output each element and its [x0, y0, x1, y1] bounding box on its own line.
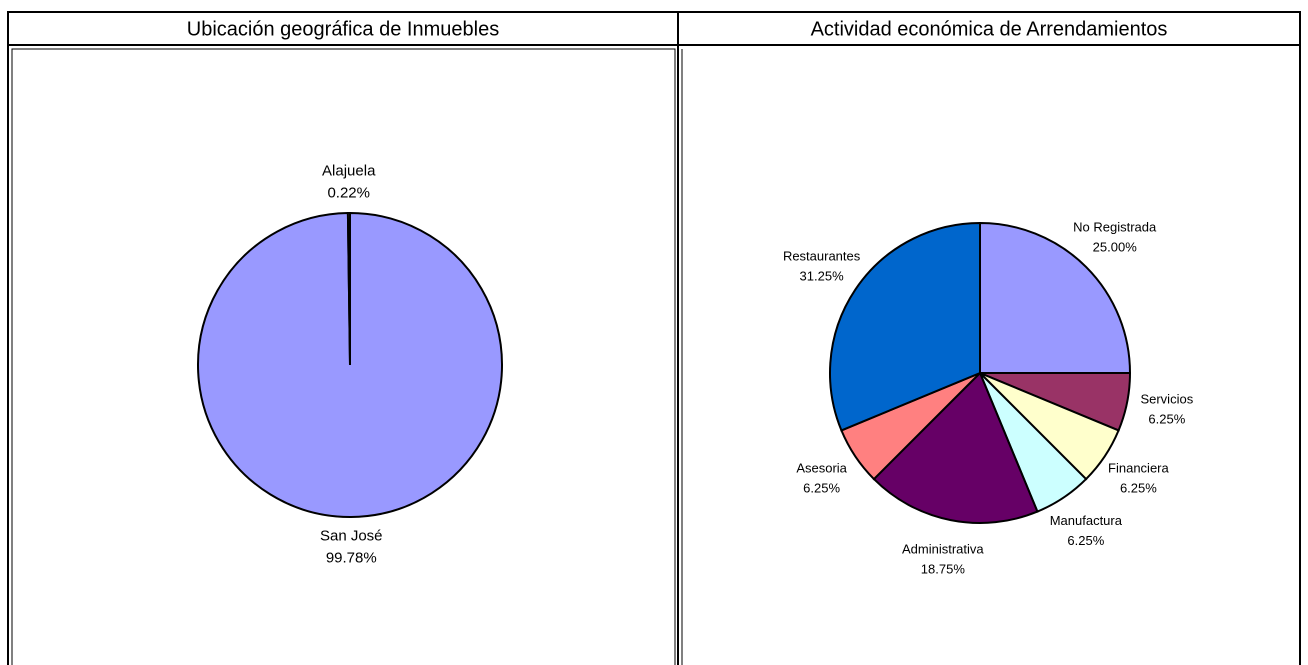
pie-slice — [829, 221, 981, 432]
slice-value: 18.75% — [921, 561, 966, 576]
slice-label: Restaurantes — [783, 249, 861, 264]
slice-label: Manufactura — [1050, 513, 1123, 528]
slice-value: 31.25% — [800, 269, 845, 284]
pie-slice — [979, 221, 1132, 374]
slice-value: 25.00% — [1093, 240, 1138, 255]
slice-label: No Registrada — [1073, 220, 1157, 235]
slice-value: 6.25% — [803, 480, 840, 495]
slice-label: Alajuela — [322, 163, 376, 180]
chart-title: Ubicación geográfica de Inmuebles — [187, 18, 499, 40]
slice-label: San José — [320, 527, 383, 544]
slice-label: Asesoria — [796, 460, 847, 475]
slice-label: Servicios — [1140, 392, 1193, 407]
slice-value: 6.25% — [1148, 412, 1185, 427]
frame — [7, 11, 1301, 665]
slice-value: 6.25% — [1120, 480, 1157, 495]
slice-value: 0.22% — [327, 185, 370, 202]
slice-value: 99.78% — [326, 549, 377, 566]
slice-label: Financiera — [1108, 460, 1169, 475]
cell-border — [11, 48, 676, 665]
pie-slice — [346, 211, 351, 366]
pie-slice — [872, 371, 1039, 524]
slice-label: Administrativa — [902, 541, 984, 556]
chart-title: Actividad económica de Arrendamientos — [811, 18, 1168, 40]
slice-value: 6.25% — [1067, 533, 1104, 548]
